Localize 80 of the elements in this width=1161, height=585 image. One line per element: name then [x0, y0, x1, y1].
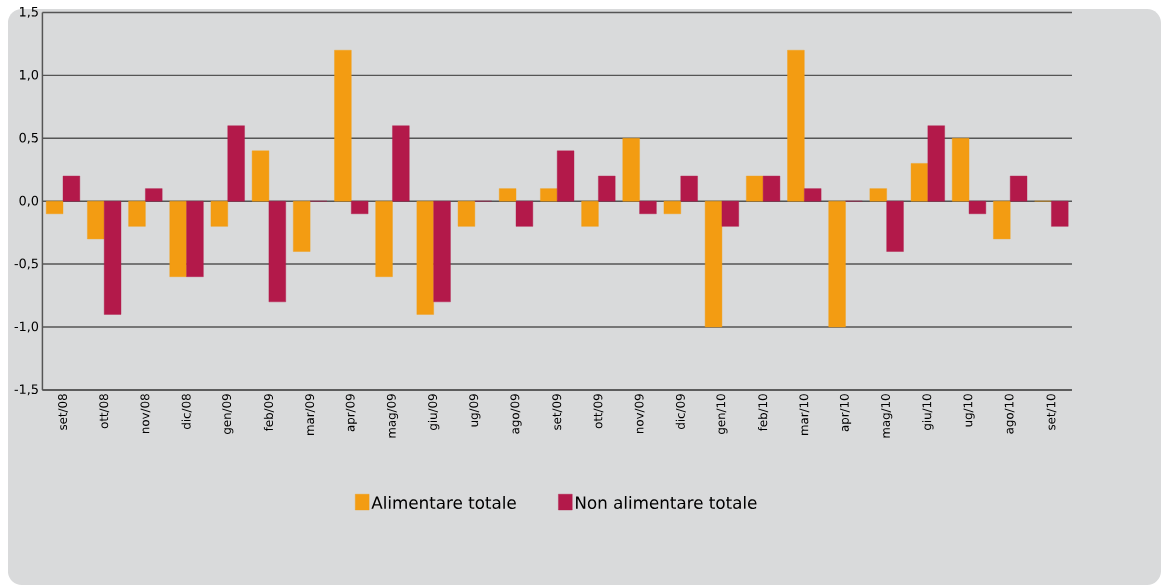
x-tick-label: mar/09 — [305, 394, 316, 435]
y-tick-label: 0,5 — [19, 132, 38, 144]
x-tick-label: ug/09 — [469, 394, 481, 427]
bar — [993, 201, 1011, 240]
x-tick-label: nov/08 — [140, 394, 151, 434]
bar — [499, 188, 517, 202]
bar — [375, 201, 393, 277]
bar — [639, 201, 657, 215]
y-tick-label: 1,0 — [20, 69, 39, 81]
x-tick-label: feb/09 — [263, 394, 274, 432]
bar — [186, 201, 204, 277]
x-tick-label: dic/08 — [181, 394, 192, 430]
bar — [62, 175, 81, 202]
y-tick-label: -1,0 — [14, 321, 39, 333]
x-tick-label: gen/09 — [222, 394, 234, 435]
x-tick-label: giu/09 — [427, 394, 440, 431]
bar — [128, 201, 146, 227]
bar — [515, 201, 534, 227]
x-tick-label: ago/09 — [510, 394, 522, 434]
bar — [87, 201, 105, 240]
x-tick-label: mag/09 — [386, 394, 399, 438]
x-tick-label: mag/10 — [881, 394, 893, 438]
bar — [457, 201, 476, 227]
bar — [746, 175, 764, 202]
y-tick-label: 1,5 — [20, 7, 38, 18]
bar — [804, 188, 822, 202]
bar — [869, 188, 887, 202]
bar — [351, 201, 369, 215]
bar — [762, 175, 781, 202]
bar — [268, 201, 286, 303]
bar — [145, 188, 163, 202]
bar — [46, 201, 64, 215]
bar — [169, 201, 187, 277]
legend-label: Non alimentare totale — [576, 496, 757, 509]
x-tick-label: ott/09 — [593, 394, 604, 429]
bar — [622, 138, 640, 202]
bar — [828, 201, 846, 328]
x-tick-label: set/08 — [58, 394, 68, 430]
legend-label: Alimentare totale — [371, 496, 516, 509]
bar — [334, 50, 352, 202]
bar — [663, 201, 681, 215]
x-tick-label: mar/10 — [799, 394, 810, 435]
x-tick-label: apr/09 — [345, 394, 357, 432]
bar — [704, 201, 723, 328]
x-tick-label: set/10 — [1046, 394, 1057, 430]
bar — [1010, 175, 1028, 202]
bar — [293, 201, 311, 252]
bar — [416, 201, 434, 315]
x-tick-label: giu/10 — [922, 394, 934, 431]
bar — [392, 125, 410, 202]
x-tick-label: gen/10 — [716, 394, 728, 435]
bar — [104, 201, 122, 315]
bar — [598, 175, 616, 202]
bar — [952, 138, 970, 202]
x-tick-label: nov/09 — [634, 394, 645, 434]
y-tick-label: 0,0 — [19, 195, 39, 207]
bar — [1051, 201, 1069, 227]
x-tick-label: ago/10 — [1004, 394, 1016, 434]
bar — [968, 201, 987, 215]
bar — [581, 201, 599, 227]
bar — [227, 125, 245, 202]
y-tick-label: -0,5 — [14, 258, 38, 270]
bar — [910, 163, 929, 202]
x-tick-label: feb/10 — [758, 394, 769, 432]
x-tick-label: dic/09 — [675, 394, 686, 430]
x-tick-label: set/09 — [552, 394, 563, 430]
bar — [721, 201, 739, 227]
bar — [540, 188, 558, 202]
x-tick-label: ott/08 — [99, 394, 110, 429]
bar — [927, 125, 945, 202]
x-tick-label: ug/10 — [963, 394, 975, 427]
bar — [251, 150, 270, 202]
y-tick-label: -1,5 — [14, 384, 38, 396]
bar — [433, 201, 451, 303]
x-tick-label: apr/10 — [839, 394, 852, 432]
bar — [680, 175, 698, 202]
bar — [210, 201, 228, 227]
bar — [787, 50, 805, 202]
bar — [886, 201, 904, 252]
bar — [557, 150, 575, 202]
